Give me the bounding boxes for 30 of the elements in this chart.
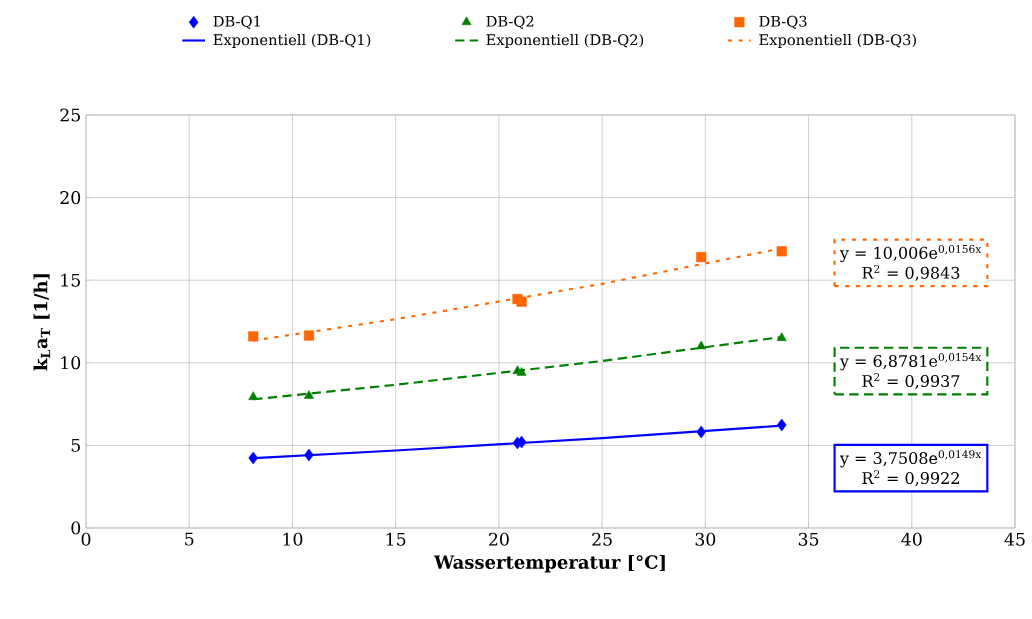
annotation: R$^{2}$ = 0,9843 [862,264,960,281]
x-tick-label: 35 [798,532,819,546]
x-tick-label: 0 [81,532,91,546]
y-tick-label: 25 [60,108,80,122]
legend-label: Exponentiell (DB-Q1) [213,33,371,49]
x-tick-label: 30 [695,532,716,546]
annotation: R$^{2}$ = 0,9922 [862,470,959,487]
y-tick-label: 10 [61,356,81,370]
y-tick-label: 0 [71,521,81,535]
legend-label: DB-Q3 [759,15,807,29]
x-tick-label: 25 [592,532,612,546]
x-tick-label: 5 [185,532,194,546]
annotation: R$^{2}$ = 0,9937 [862,373,960,389]
x-tick-label: 45 [1004,532,1025,546]
x-tick-label: 10 [283,532,303,546]
y-tick-label: 20 [60,191,81,205]
annotation: y = 10,006e$^{0,0156x}$ [839,244,982,263]
annotation: y = 3,7508e$^{0,0149x}$ [839,450,982,468]
x-axis-title: Wassertemperatur [°C] [433,554,665,573]
legend-label: DB-Q2 [486,15,534,29]
x-tick-label: 40 [901,532,922,546]
legend-label: Exponentiell (DB-Q3) [759,33,916,49]
annotation: y = 6,8781e$^{0,0154x}$ [839,353,982,371]
x-tick-label: 20 [489,532,509,546]
legend-label: DB-Q1 [213,15,260,29]
text: k$_{L}$a$_{T}$ [1/h] [33,274,51,371]
x-tick-label: 15 [386,532,406,546]
y-tick-label: 5 [71,438,80,452]
y-tick-label: 15 [61,273,80,287]
legend-label: Exponentiell (DB-Q2) [486,33,644,49]
